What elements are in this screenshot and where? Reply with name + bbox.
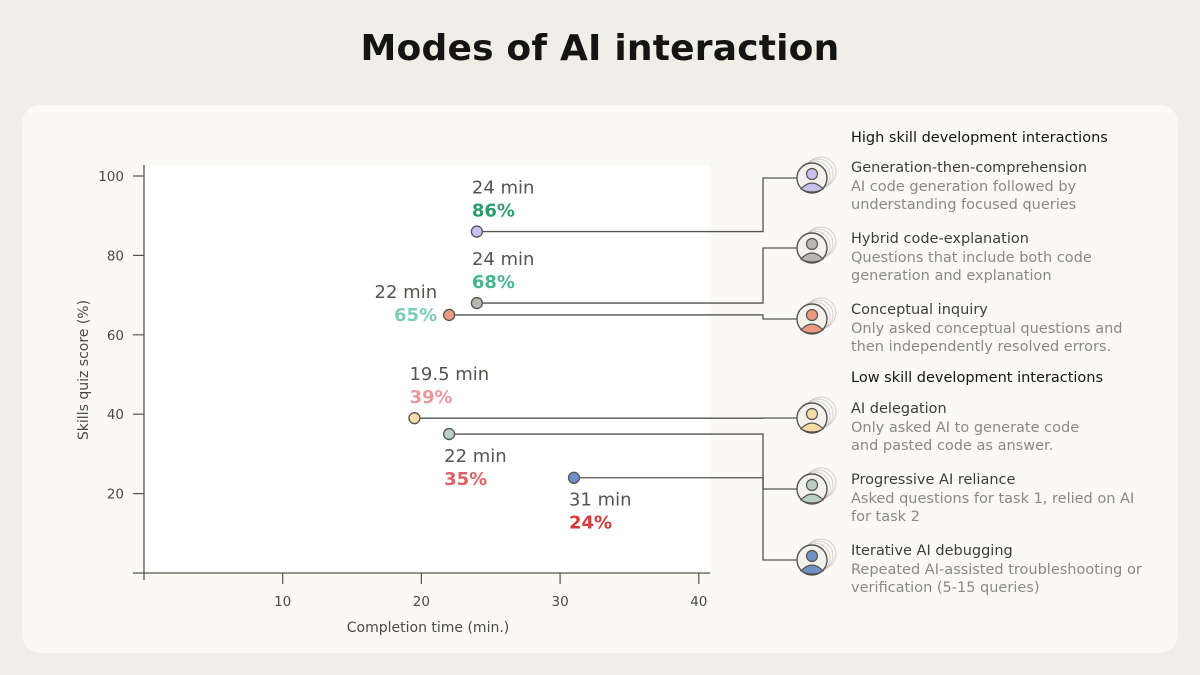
legend-item-desc: Only asked conceptual questions and then…: [851, 320, 1123, 356]
legend-item-name: Hybrid code-explanation: [851, 231, 1029, 247]
page-title: Modes of AI interaction: [360, 28, 840, 69]
connector-line: [449, 433, 798, 490]
user-avatar-icon: [796, 297, 837, 335]
user-avatar-icon: [796, 226, 837, 264]
user-avatar-icon: [796, 467, 837, 505]
connector-line: [476, 177, 798, 233]
time-label: 24 min: [472, 249, 535, 270]
x-tick-label: 40: [690, 594, 707, 610]
avatar-head: [805, 407, 819, 421]
user-avatar-icon: [796, 396, 837, 434]
legend-item-name: Generation-then-comprehension: [851, 160, 1088, 176]
legend-item: AI delegation Only asked AI to generate c…: [851, 400, 1151, 456]
score-label: 68%: [472, 272, 515, 293]
y-axis-label: Skills quiz score (%): [76, 300, 92, 440]
avatar-head: [805, 308, 819, 322]
x-tick-label: 10: [274, 594, 291, 610]
legend-item: Generation-then-comprehension AI code gen…: [851, 159, 1151, 215]
data-point: [470, 225, 484, 238]
avatar-head: [805, 478, 819, 492]
y-tick-label: 80: [107, 248, 124, 264]
avatar-body: [800, 323, 824, 334]
legend-item-name: Iterative AI debugging: [851, 543, 1013, 559]
legend-heading-low: Low skill development interactions: [851, 370, 1104, 386]
time-label: 31 min: [569, 490, 632, 511]
score-label: 65%: [394, 305, 437, 326]
legend-item: Hybrid code-explanation Questions that in…: [851, 230, 1151, 286]
legend-item-name: Progressive AI reliance: [851, 472, 1016, 488]
score-label: 35%: [444, 469, 487, 490]
legend-heading-high: High skill development interactions: [851, 130, 1108, 146]
legend-item-name: AI delegation: [851, 401, 947, 417]
avatar-body: [800, 182, 824, 193]
plot-area: [144, 165, 710, 573]
avatar-body: [800, 493, 824, 504]
y-tick-label: 60: [107, 328, 124, 344]
legend-item-desc: Only asked AI to generate code and paste…: [851, 419, 1080, 455]
legend-item: Iterative AI debugging Repeated AI-assist…: [851, 542, 1151, 598]
x-tick-label: 30: [552, 594, 569, 610]
data-point: [408, 412, 421, 425]
legend-item-desc: Asked questions for task 1, relied on AI…: [851, 490, 1135, 526]
avatar-head: [805, 167, 819, 181]
time-label: 19.5 min: [409, 364, 489, 385]
avatar-head: [805, 549, 819, 563]
legend-item-desc: Repeated AI-assisted troubleshooting or …: [851, 561, 1142, 597]
avatar-body: [800, 422, 824, 433]
legend-item: Progressive AI reliance Asked questions f…: [851, 471, 1151, 527]
connector-line: [573, 477, 798, 561]
connector-line: [476, 247, 798, 304]
data-point: [470, 296, 484, 310]
x-axis-label: Completion time (min.): [347, 620, 510, 636]
y-tick-label: 20: [107, 487, 124, 503]
x-tick-label: 20: [413, 594, 430, 610]
avatar-head: [805, 237, 819, 251]
legend-item-desc: Questions that include both code generat…: [851, 249, 1092, 285]
connector-line: [449, 314, 798, 320]
time-label: 24 min: [472, 178, 535, 199]
score-label: 86%: [472, 201, 515, 222]
score-label: 24%: [569, 513, 612, 534]
legend-item-name: Conceptual inquiry: [851, 302, 988, 318]
avatar-body: [800, 564, 824, 575]
user-avatar-icon: [796, 538, 837, 576]
y-tick-label: 40: [107, 407, 124, 423]
time-label: 22 min: [375, 282, 438, 303]
y-tick-label: 100: [98, 169, 124, 185]
data-point: [567, 471, 581, 484]
legend-item: Conceptual inquiry Only asked conceptual …: [851, 301, 1151, 357]
score-label: 39%: [409, 387, 452, 408]
user-avatar-icon: [796, 156, 837, 194]
data-point: [442, 427, 456, 441]
avatar-body: [800, 252, 824, 263]
time-label: 22 min: [444, 446, 507, 467]
data-point: [442, 308, 456, 322]
legend-item-desc: AI code generation followed by understan…: [851, 178, 1077, 214]
